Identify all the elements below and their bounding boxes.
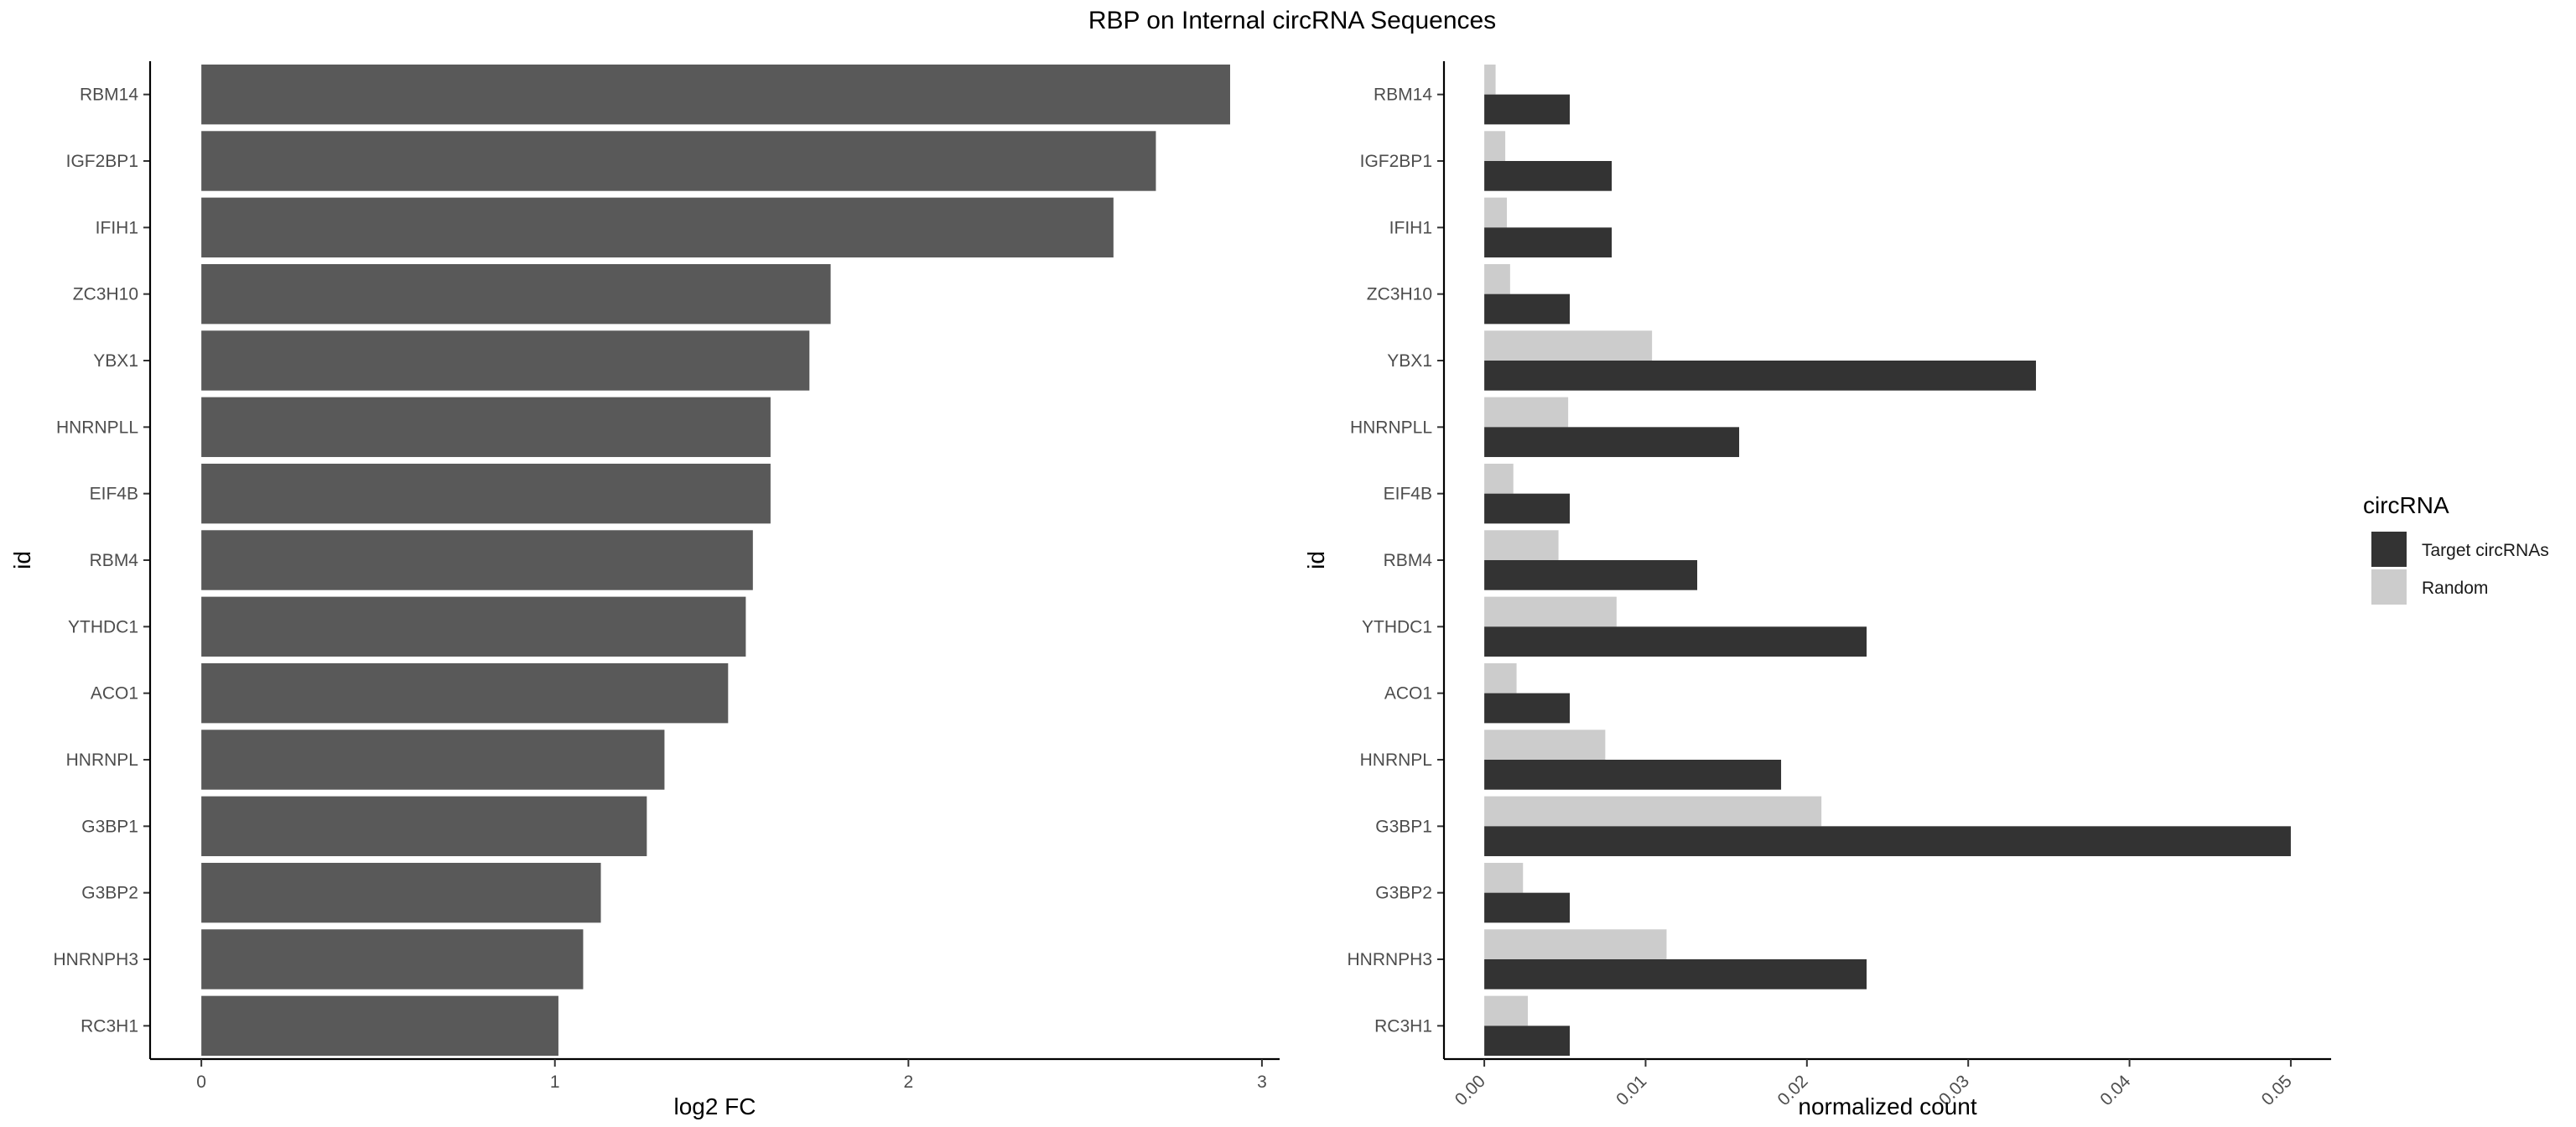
bar-random-hnrnph3 [1484,929,1667,959]
y-tick-label-rc3h1: RC3H1 [1374,1016,1432,1036]
bar-g3bp1 [201,796,647,857]
y-tick-label-ifih1: IFIH1 [1389,218,1432,237]
x-tick-label: 0.01 [1613,1072,1650,1109]
bar-hnrnph3 [201,929,584,989]
bar-target-zc3h10 [1484,293,1571,325]
bar-g3bp2 [201,862,601,923]
x-tick-label: 0.04 [2096,1072,2134,1109]
bar-zc3h10 [201,263,831,325]
legend-key-random [2371,569,2407,605]
y-tick-label-hnrnpl: HNRNPL [66,750,138,770]
bar-random-rbm14 [1484,64,1496,95]
bar-eif4b [201,463,771,524]
y-tick-label-ythdc1: YTHDC1 [1362,617,1432,636]
y-axis-title: id [1303,551,1329,569]
bar-target-rbm4 [1484,560,1698,590]
bar-random-rbm4 [1484,530,1559,560]
bar-rbm14 [201,64,1230,125]
y-tick-label-g3bp1: G3BP1 [81,817,138,836]
bar-random-zc3h10 [1484,263,1510,294]
bar-hnrnpll [201,397,771,458]
bar-target-aco1 [1484,693,1571,724]
y-tick-label-rbm4: RBM4 [90,551,139,570]
bar-target-hnrnpll [1484,427,1740,458]
bar-target-g3bp2 [1484,892,1571,923]
bar-ifih1 [201,197,1114,258]
bar-random-ythdc1 [1484,596,1617,627]
bar-target-rc3h1 [1484,1026,1571,1057]
legend-key-target-circrnas [2371,532,2407,567]
y-tick-label-hnrnpl: HNRNPL [1360,750,1432,770]
bar-target-ybx1 [1484,361,2036,391]
y-tick-label-eif4b: EIF4B [1384,485,1432,504]
y-tick-label-hnrnph3: HNRNPH3 [53,950,138,969]
bar-rc3h1 [201,995,558,1057]
bar-target-rbm14 [1484,94,1571,125]
bar-ythdc1 [201,596,746,657]
bar-ybx1 [201,330,810,391]
left-panel-log2fc: RBM14 IGF2BP1 IFIH1 ZC3H10 YBX1 HNRNPLL EIF4B R… [9,61,1280,1119]
legend-label-random: Random [2422,579,2488,598]
bar-random-hnrnpll [1484,397,1569,428]
x-axis-title: log2 FC [673,1093,756,1119]
y-tick-label-aco1: ACO1 [1384,684,1432,704]
bar-target-hnrnpl [1484,760,1782,790]
y-tick-label-ythdc1: YTHDC1 [68,617,138,636]
y-tick-label-g3bp2: G3BP2 [81,884,138,903]
right-panel-normalized-count: RBM14 IGF2BP1 IFIH1 ZC3H10 YBX1 HNRNPLL EIF4B R… [1303,61,2331,1119]
bar-igf2bp1 [201,131,1156,191]
y-tick-label-rc3h1: RC3H1 [80,1016,138,1036]
bar-random-g3bp2 [1484,862,1524,893]
y-axis-title: id [9,551,35,569]
bar-random-hnrnpl [1484,730,1606,760]
x-tick-label: 0.05 [2258,1072,2296,1109]
bar-hnrnpl [201,730,665,790]
bar-target-ifih1 [1484,227,1613,258]
x-axis-title: normalized count [1798,1093,1976,1119]
bar-rbm4 [201,530,753,590]
legend: circRNA Target circRNAs Random [2363,492,2549,605]
y-tick-label-ybx1: YBX1 [93,351,138,371]
y-tick-label-igf2bp1: IGF2BP1 [66,152,138,171]
bar-random-eif4b [1484,463,1514,494]
bar-random-igf2bp1 [1484,131,1506,161]
bar-random-g3bp1 [1484,796,1822,827]
bar-target-hnrnph3 [1484,959,1867,989]
y-tick-label-g3bp2: G3BP2 [1375,884,1432,903]
y-tick-label-rbm14: RBM14 [80,86,138,105]
chart-title: RBP on Internal circRNA Sequences [1088,7,1496,34]
y-tick-label-ybx1: YBX1 [1387,351,1432,371]
y-tick-label-igf2bp1: IGF2BP1 [1360,152,1432,171]
y-tick-label-ifih1: IFIH1 [96,218,138,237]
bar-random-ybx1 [1484,330,1653,361]
x-tick-label: 3 [1257,1072,1267,1092]
y-tick-label-hnrnpll: HNRNPLL [56,418,138,437]
y-tick-label-aco1: ACO1 [91,684,138,704]
y-tick-label-g3bp1: G3BP1 [1375,817,1432,836]
bar-aco1 [201,662,729,724]
bar-target-g3bp1 [1484,826,2291,857]
bar-target-igf2bp1 [1484,161,1613,191]
bar-random-aco1 [1484,662,1517,693]
y-tick-label-eif4b: EIF4B [90,485,138,504]
y-tick-label-rbm14: RBM14 [1374,86,1432,105]
bar-target-ythdc1 [1484,626,1867,657]
y-tick-label-zc3h10: ZC3H10 [1367,285,1432,304]
bar-random-rc3h1 [1484,995,1529,1026]
legend-label-target-circrnas: Target circRNAs [2422,541,2549,560]
x-tick-label: 0.00 [1452,1072,1489,1109]
x-tick-label: 0 [196,1072,206,1092]
bar-random-ifih1 [1484,197,1508,228]
bar-target-eif4b [1484,493,1571,524]
x-tick-label: 1 [550,1072,560,1092]
x-tick-label: 2 [903,1072,913,1092]
y-tick-label-zc3h10: ZC3H10 [73,285,138,304]
legend-title: circRNA [2363,492,2449,518]
y-tick-label-rbm4: RBM4 [1384,551,1433,570]
y-tick-label-hnrnpll: HNRNPLL [1350,418,1432,437]
y-tick-label-hnrnph3: HNRNPH3 [1347,950,1432,969]
